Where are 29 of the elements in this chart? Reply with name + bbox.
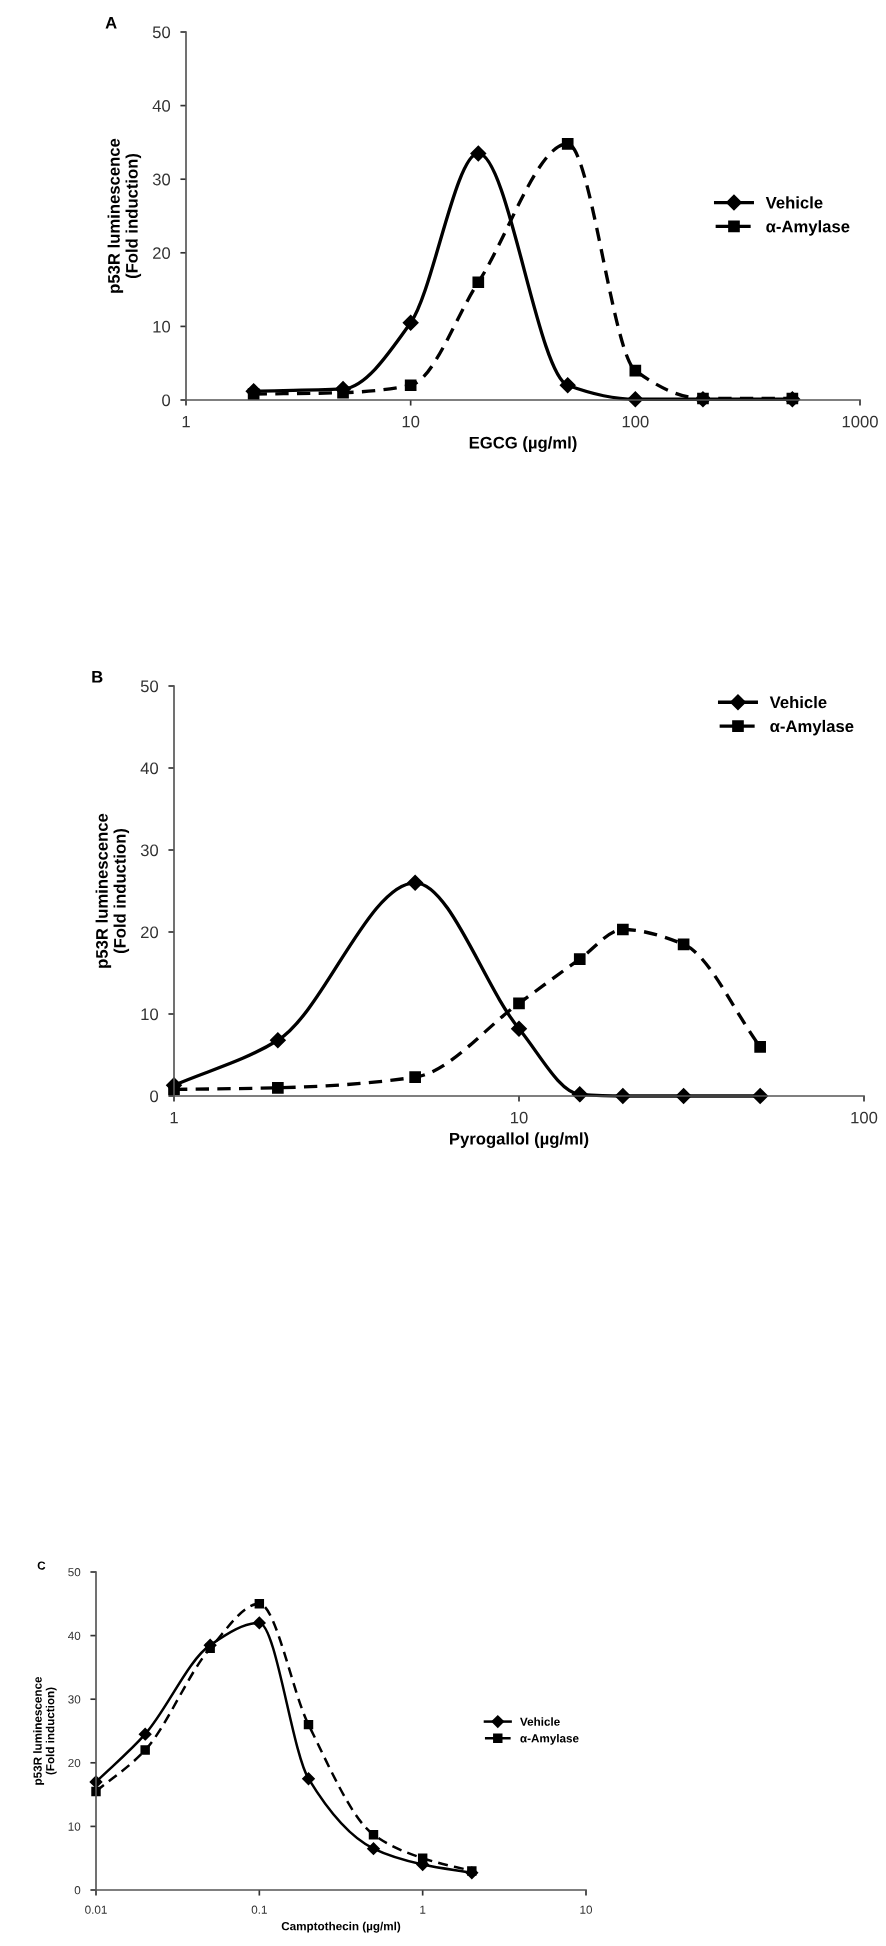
y-tick-label: 20 <box>153 247 171 259</box>
x-tick-label: 1000 <box>842 415 878 428</box>
y-tick-label: 40 <box>152 100 171 112</box>
y-tick-label: 0 <box>150 1090 159 1103</box>
legend-label: α-Amylase <box>770 719 854 736</box>
x-tick-label: 1 <box>182 415 190 428</box>
y-axis-title: p53R luminescence (Fold induction) <box>107 138 142 293</box>
chart-title: A <box>105 17 117 29</box>
x-tick-label: 1 <box>170 1111 178 1124</box>
y-tick-label: 30 <box>140 844 159 857</box>
x-axis-title: Pyrogallol (µg/ml) <box>450 1132 589 1148</box>
y-axis-title: p53R luminescence (Fold induction) <box>95 813 130 968</box>
legend-label: Vehicle <box>765 196 823 209</box>
legend-label: Vehicle <box>769 696 827 709</box>
x-axis-title: EGCG (µg/ml) <box>469 436 577 452</box>
y-tick-label: 20 <box>141 926 159 939</box>
legend-label: α-Amylase <box>766 220 850 236</box>
chart-title: B <box>92 671 103 683</box>
x-tick-label: 100 <box>851 1111 878 1124</box>
y-tick-label: 10 <box>153 320 171 333</box>
y-tick-label: 40 <box>140 762 159 775</box>
x-tick-label: 100 <box>622 415 649 428</box>
x-tick-label: 10 <box>402 415 420 428</box>
y-tick-label: 50 <box>140 680 159 693</box>
y-tick-label: 30 <box>152 173 171 186</box>
x-tick-label: 10 <box>511 1111 528 1124</box>
y-tick-label: 50 <box>152 26 171 39</box>
y-tick-label: 0 <box>162 394 171 407</box>
y-tick-label: 10 <box>141 1008 159 1021</box>
